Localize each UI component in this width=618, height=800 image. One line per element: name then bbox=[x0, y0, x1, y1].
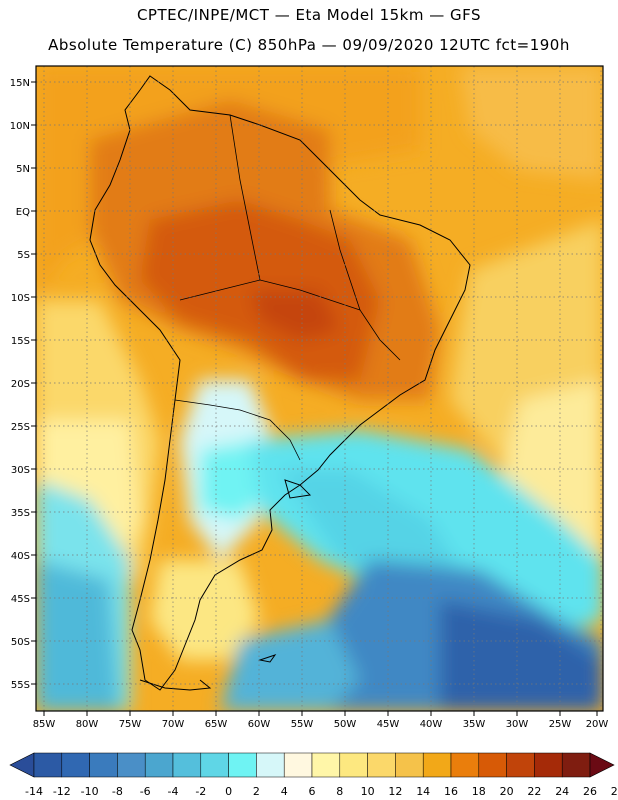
lon-label-45w: 45W bbox=[377, 719, 400, 730]
colorbar-label: 14 bbox=[416, 785, 430, 798]
colorbar-label: 22 bbox=[527, 785, 541, 798]
colorbar-cell bbox=[422, 752, 452, 778]
colorbar-label: -2 bbox=[195, 785, 206, 798]
lon-label-60w: 60W bbox=[248, 719, 271, 730]
lat-label-10n: 10N bbox=[10, 121, 30, 132]
colorbar-cell bbox=[450, 752, 480, 778]
lon-label-25w: 25W bbox=[549, 719, 572, 730]
lat-label-35s: 35S bbox=[11, 508, 30, 519]
colorbar-label: 16 bbox=[444, 785, 458, 798]
colorbar-cell bbox=[117, 752, 146, 778]
colorbar-label: 0 bbox=[225, 785, 232, 798]
colorbar-cell bbox=[339, 752, 368, 778]
colorbar-label: -4 bbox=[168, 785, 179, 798]
lat-label-10s: 10S bbox=[11, 293, 30, 304]
colorbar-label: 2 bbox=[253, 785, 260, 798]
lat-label-15n: 15N bbox=[10, 78, 30, 89]
colorbar-cell bbox=[395, 752, 424, 778]
coastlines bbox=[89, 75, 471, 691]
colorbar-label: 12 bbox=[388, 785, 402, 798]
map-frame bbox=[35, 65, 604, 712]
colorbar-label: 24 bbox=[555, 785, 569, 798]
colorbar-label: -10 bbox=[81, 785, 99, 798]
colorbar-cell bbox=[506, 752, 535, 778]
colorbar-cell bbox=[283, 752, 313, 778]
lon-label-75w: 75W bbox=[119, 719, 142, 730]
colorbar-label: 8 bbox=[336, 785, 343, 798]
colorbar-max-arrow bbox=[589, 752, 615, 778]
lat-label-20s: 20S bbox=[11, 379, 30, 390]
colorbar-cell bbox=[200, 752, 229, 778]
lat-label-55s: 55S bbox=[11, 680, 30, 691]
colorbar-cell bbox=[311, 752, 341, 778]
colorbar-cell bbox=[478, 752, 507, 778]
lon-label-70w: 70W bbox=[162, 719, 185, 730]
colorbar-cell bbox=[228, 752, 257, 778]
colorbar-label: 20 bbox=[500, 785, 514, 798]
lon-label-55w: 55W bbox=[291, 719, 314, 730]
colorbar-label: 26 bbox=[583, 785, 597, 798]
colorbar-label: -12 bbox=[53, 785, 71, 798]
lat-label-45s: 45S bbox=[11, 594, 30, 605]
colorbar-label: -8 bbox=[112, 785, 123, 798]
lon-label-65w: 65W bbox=[205, 719, 228, 730]
lon-label-50w: 50W bbox=[334, 719, 357, 730]
colorbar-label: -14 bbox=[25, 785, 43, 798]
colorbar-cell bbox=[561, 752, 591, 778]
colorbar-label: -6 bbox=[140, 785, 151, 798]
lon-label-30w: 30W bbox=[506, 719, 529, 730]
temperature-field bbox=[36, 66, 603, 711]
lat-label-5s: 5S bbox=[17, 250, 30, 261]
map-title-line2: Absolute Temperature (C) 850hPa — 09/09/… bbox=[48, 36, 570, 54]
lon-label-20w: 20W bbox=[586, 719, 609, 730]
colorbar-label: 28 bbox=[611, 785, 618, 798]
colorbar: -14 -12 -10 -8 -6 -4 -2 0 2 4 6 8 10 12 14 16 18 20 22 24 26… bbox=[9, 752, 618, 798]
colorbar-cell bbox=[172, 752, 202, 778]
colorbar-min-arrow bbox=[9, 752, 35, 778]
longitude-axis: 85W 80W 75W 70W 65W 60W 55W 50W 45W 40W … bbox=[33, 711, 609, 730]
lat-label-40s: 40S bbox=[11, 551, 30, 562]
lat-label-eq: EQ bbox=[16, 207, 30, 218]
colorbar-cell bbox=[61, 752, 90, 778]
lon-label-40w: 40W bbox=[420, 719, 443, 730]
colorbar-cell bbox=[534, 752, 563, 778]
lat-label-50s: 50S bbox=[11, 637, 30, 648]
lon-label-35w: 35W bbox=[463, 719, 486, 730]
colorbar-label: 6 bbox=[309, 785, 316, 798]
latitude-axis: 15N 10N 5N EQ 5S 10S 15S 20S 25S 30S 35S… bbox=[10, 78, 36, 691]
colorbar-labels: -14 -12 -10 -8 -6 -4 -2 0 2 4 6 8 10 12 14 16 18 20 22 24 26… bbox=[25, 785, 618, 798]
colorbar-cell bbox=[256, 752, 285, 778]
map-title-line1: CPTEC/INPE/MCT — Eta Model 15km — GFS bbox=[136, 6, 482, 24]
lon-label-80w: 80W bbox=[76, 719, 99, 730]
colorbar-cell bbox=[367, 752, 396, 778]
lon-label-85w: 85W bbox=[33, 719, 56, 730]
colorbar-label: 18 bbox=[472, 785, 486, 798]
colorbar-cell bbox=[144, 752, 174, 778]
lat-label-15s: 15S bbox=[11, 336, 30, 347]
lat-label-5n: 5N bbox=[16, 164, 30, 175]
lat-label-30s: 30S bbox=[11, 465, 30, 476]
colorbar-cell bbox=[89, 752, 118, 778]
colorbar-cells bbox=[33, 752, 591, 778]
lat-label-25s: 25S bbox=[11, 422, 30, 433]
colorbar-label: 10 bbox=[361, 785, 375, 798]
colorbar-label: 4 bbox=[281, 785, 288, 798]
graticule bbox=[36, 66, 603, 711]
colorbar-cell bbox=[33, 752, 63, 778]
